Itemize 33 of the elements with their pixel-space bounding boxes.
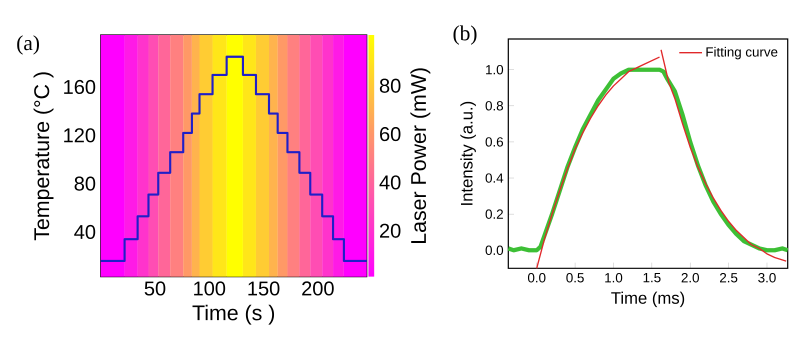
y-tick-label: 0.2 xyxy=(486,209,503,219)
y-tick-label: 80 xyxy=(74,176,96,191)
y-axis-title: Intensity (a.u.) xyxy=(460,102,476,205)
text: (a) xyxy=(17,35,39,55)
color-bar-label: 20 xyxy=(380,224,400,238)
x-tick-label: 0.5 xyxy=(566,273,584,282)
y-tick-label: 0.6 xyxy=(486,137,504,147)
x-tick-label: 1.0 xyxy=(605,273,622,282)
y-tick-label: 0.4 xyxy=(486,173,504,183)
y-tick-label: 160 xyxy=(64,80,96,94)
color-bar-label: 80 xyxy=(380,78,400,93)
x-axis-title: Time (s ) xyxy=(192,304,274,325)
x-axis-title: Time (ms) xyxy=(611,292,684,308)
x-tick-label: 100 xyxy=(194,281,226,296)
y-tick-label: 0.8 xyxy=(486,101,504,111)
y-tick-label: 120 xyxy=(64,128,96,142)
y-tick-label: 0.0 xyxy=(486,246,504,255)
color-bar-label: 40 xyxy=(379,175,400,190)
x-tick-label: 1.5 xyxy=(644,273,661,282)
color-bar-title: Laser Power (mW) xyxy=(410,68,430,243)
y-tick-label: 40 xyxy=(74,224,96,240)
x-tick-label: 200 xyxy=(302,281,334,296)
text: (b) xyxy=(454,25,477,45)
x-tick-label: 0.0 xyxy=(528,273,546,282)
x-tick-label: 50 xyxy=(144,281,166,296)
x-tick-label: 2.5 xyxy=(720,273,738,282)
y-tick-label: 1.0 xyxy=(486,64,504,74)
y-axis-title: Temperature (°C ) xyxy=(34,72,54,240)
color-bar-label: 60 xyxy=(380,127,400,142)
x-tick-label: 150 xyxy=(248,281,280,296)
x-tick-label: 3.0 xyxy=(758,273,776,282)
x-tick-label: 2.0 xyxy=(682,273,699,282)
legend-label: Fitting curve xyxy=(706,46,778,60)
